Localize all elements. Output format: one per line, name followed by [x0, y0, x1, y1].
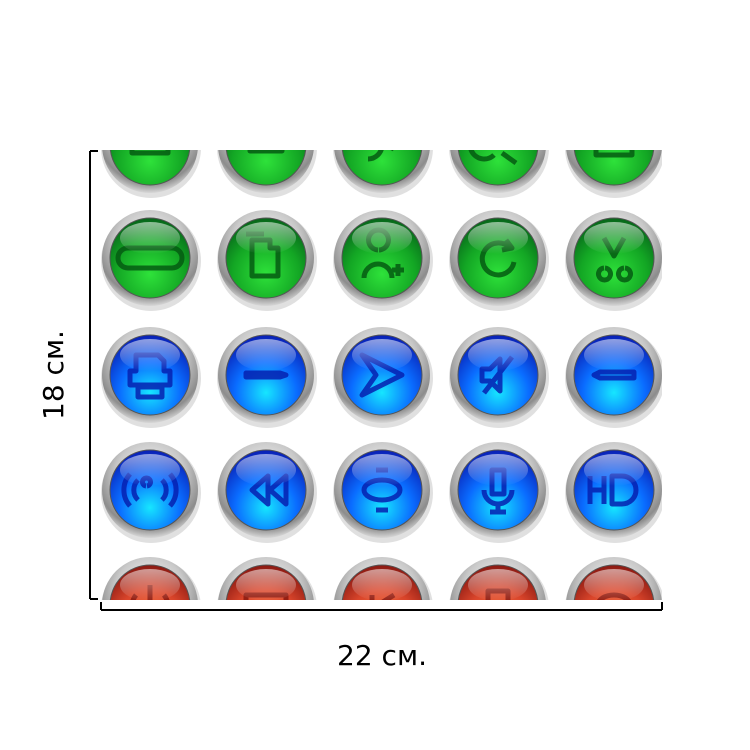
width-dimension	[100, 602, 663, 611]
button-face	[457, 150, 539, 186]
button-icon	[587, 473, 639, 507]
button-icon	[367, 150, 394, 162]
button	[333, 557, 433, 600]
button-gloss	[468, 454, 528, 486]
button-gloss	[468, 109, 528, 141]
button-gloss	[584, 109, 644, 141]
button	[449, 557, 549, 600]
button-gloss	[352, 109, 412, 141]
button	[101, 442, 201, 543]
button	[101, 557, 201, 600]
button-gloss	[236, 569, 296, 600]
button-face	[225, 150, 307, 186]
button-gloss	[468, 339, 528, 371]
button-gloss	[120, 109, 180, 141]
button	[217, 210, 317, 311]
width-label: 22 см.	[337, 639, 427, 672]
button-grid	[101, 109, 662, 600]
button	[217, 109, 317, 198]
button-gloss	[120, 569, 180, 600]
button	[565, 557, 662, 600]
button-icon	[247, 150, 285, 154]
button	[565, 109, 662, 198]
button-face	[341, 150, 423, 186]
button	[101, 210, 201, 311]
button-gloss	[584, 339, 644, 371]
button-gloss	[236, 454, 296, 486]
button	[449, 442, 549, 543]
button-icon	[129, 150, 171, 156]
button-icon	[481, 467, 515, 515]
button	[449, 327, 549, 428]
button-gloss	[236, 109, 296, 141]
button	[449, 109, 549, 198]
button-gloss	[236, 339, 296, 371]
height-label: 18 см.	[37, 330, 70, 420]
button-gloss	[352, 222, 412, 254]
button-face	[573, 150, 655, 186]
button	[333, 109, 433, 198]
button	[333, 210, 433, 311]
button	[101, 327, 201, 428]
button	[333, 327, 433, 428]
button	[333, 442, 433, 543]
button-gloss	[120, 454, 180, 486]
button	[565, 210, 662, 311]
button	[449, 210, 549, 311]
button-gloss	[584, 569, 644, 600]
button	[217, 442, 317, 543]
button-gloss	[352, 339, 412, 371]
button-gloss	[468, 222, 528, 254]
button-gloss	[584, 222, 644, 254]
button-icon	[468, 150, 518, 166]
button-gloss	[352, 569, 412, 600]
button-icon	[115, 245, 185, 271]
button-gloss	[468, 569, 528, 600]
button-icon	[591, 369, 637, 381]
button-gloss	[352, 454, 412, 486]
button-gloss	[584, 454, 644, 486]
height-dimension	[89, 150, 98, 600]
button-icon	[243, 370, 289, 380]
button-gloss	[236, 222, 296, 254]
button	[565, 327, 662, 428]
button-gloss	[120, 222, 180, 254]
button-icon	[593, 150, 635, 158]
button-face	[109, 150, 191, 186]
button	[217, 327, 317, 428]
button	[565, 442, 662, 543]
button	[217, 557, 317, 600]
button	[101, 109, 201, 198]
button-gloss	[120, 339, 180, 371]
